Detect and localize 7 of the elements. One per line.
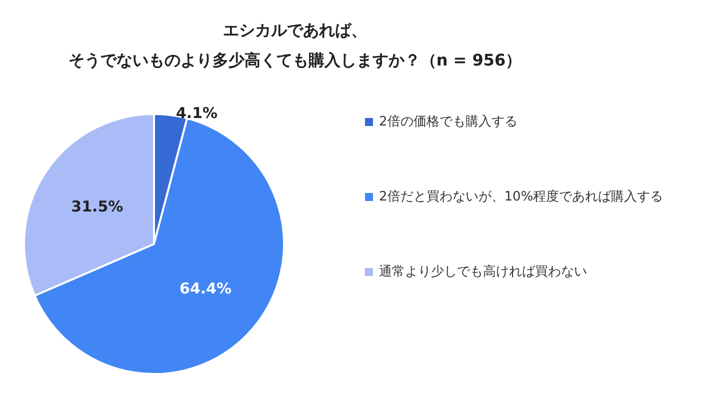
chart-title: エシカルであれば、そうでないものより多少高くても購入しますか？（n = 956） — [68, 20, 522, 70]
data-label: 31.5% — [71, 198, 124, 216]
legend-label: 通常より少しでも高ければ買わない — [379, 264, 587, 280]
legend-label: 2倍の価格でも購入する — [379, 114, 518, 130]
data-label: 64.4% — [180, 279, 232, 298]
data-label: 4.1% — [176, 104, 218, 122]
legend-label: 2倍だと買わないが、10%程度であれば購入する — [379, 188, 664, 204]
